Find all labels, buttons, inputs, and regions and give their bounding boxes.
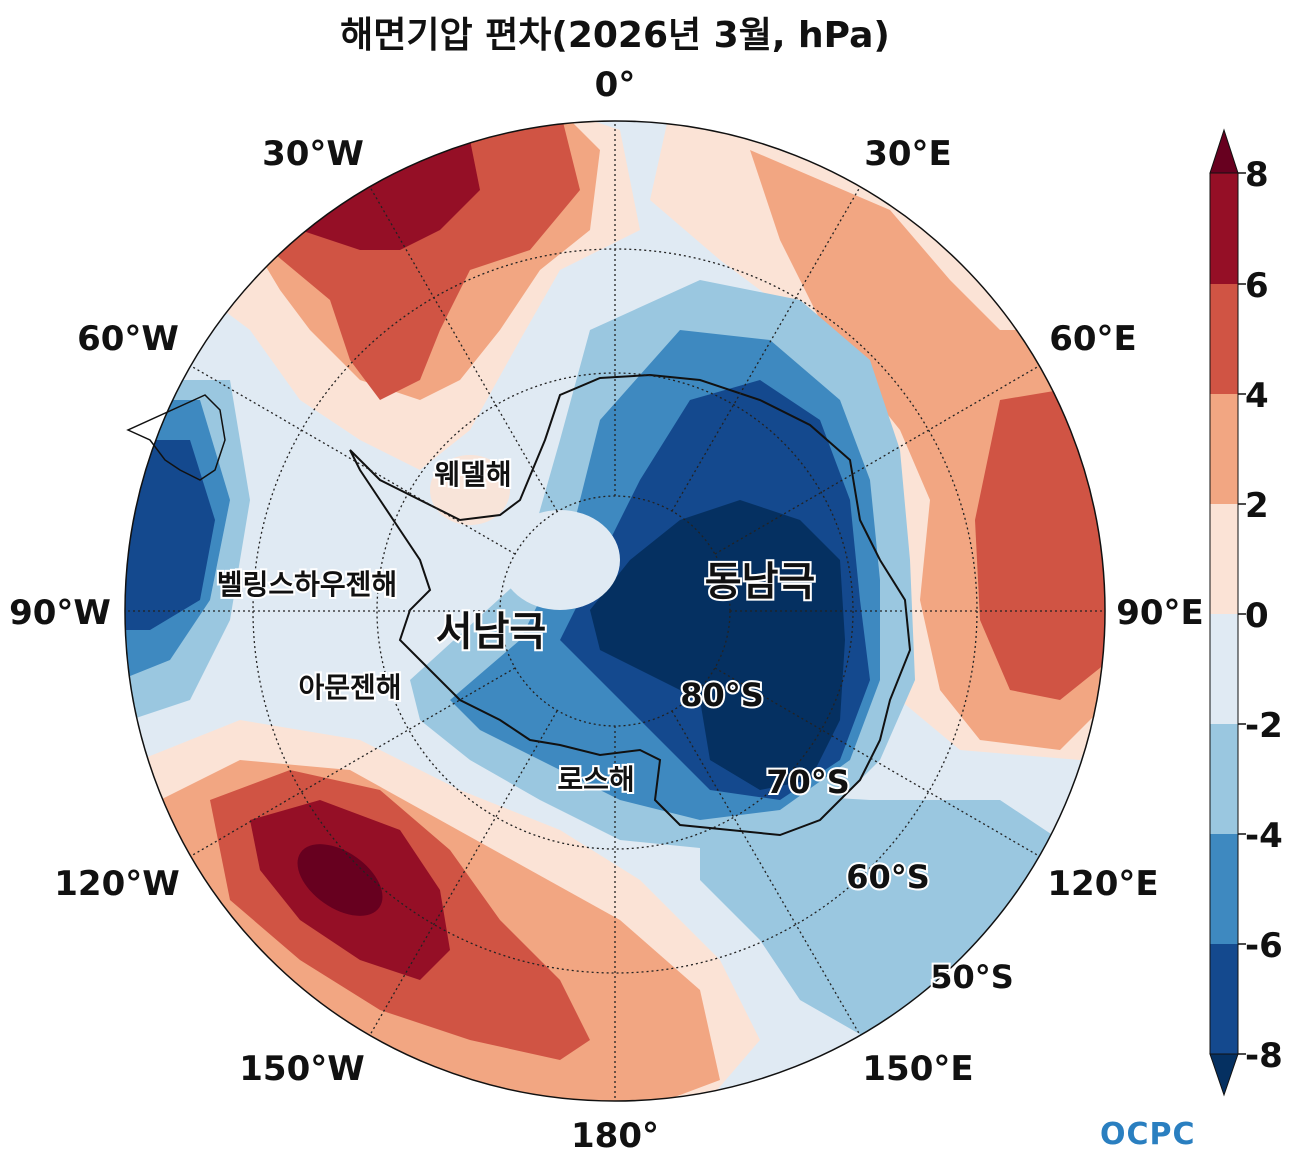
lat-label-70s: 70°S (766, 763, 850, 801)
colorbar-extend-min (1209, 1053, 1239, 1097)
lon-label-30e: 30°E (864, 134, 952, 174)
colorbar-tick: 6 (1245, 266, 1269, 306)
label-bellingshausen-sea: 벨링스하우젠해 (217, 568, 397, 601)
colorbar: 8 6 4 2 0 -2 -4 -6 -8 (1209, 128, 1283, 1097)
anomaly-pacific-pos10 (297, 844, 383, 916)
label-west-antarctica: 서남극 (436, 609, 546, 655)
lon-label-0: 0° (595, 65, 636, 105)
colorbar-bin-2-4 (1210, 394, 1238, 504)
anomaly-pole-light (500, 510, 620, 610)
lon-label-60e: 60°E (1049, 319, 1137, 359)
label-east-antarctica: 동남극 (705, 559, 815, 605)
map-boundary (124, 120, 1106, 1102)
colorbar-bin-4-6 (1210, 284, 1238, 394)
lat-label-50s: 50°S (930, 958, 1014, 996)
colorbar-tick: -6 (1245, 926, 1283, 966)
lon-label-90e: 90°E (1116, 593, 1204, 633)
anomaly-atlantic-pos6 (270, 121, 580, 400)
anomaly-west-neg6 (125, 440, 215, 630)
map-title: 해면기압 편차(2026년 3월, hPa) (340, 15, 890, 56)
lon-label-90w: 90°W (9, 593, 111, 633)
colorbar-tick: 8 (1245, 155, 1269, 195)
anomaly-atlantic-pos8 (300, 140, 480, 250)
colorbar-bin-m6-m4 (1210, 834, 1238, 944)
label-ross-sea: 로스해 (557, 763, 634, 796)
colorbar-tick: 0 (1245, 596, 1269, 636)
colorbar-bin-m2-0 (1210, 614, 1238, 724)
lon-label-120w: 120°W (54, 864, 179, 904)
lon-label-30w: 30°W (262, 134, 364, 174)
colorbar-bin-6-8 (1210, 173, 1238, 284)
anomaly-antarctic-neg8 (590, 500, 845, 790)
lon-label-180: 180° (571, 1116, 659, 1156)
colorbar-tick: 4 (1245, 376, 1269, 416)
colorbar-tick: -2 (1245, 706, 1283, 746)
longitude-gridlines (125, 121, 1105, 1101)
colorbar-bin-m8-m6 (1210, 944, 1238, 1054)
lat-label-60s: 60°S (846, 858, 930, 896)
colorbar-bin-m4-m2 (1210, 724, 1238, 834)
colorbar-tick: -4 (1245, 816, 1283, 856)
lat-label-80s: 80°S (680, 676, 764, 714)
antarctica-coastline (349, 373, 912, 837)
label-weddell-sea: 웨델해 (434, 458, 511, 491)
colorbar-tick: 2 (1245, 486, 1269, 526)
lon-label-60w: 60°W (77, 319, 179, 359)
anomaly-indian-pos6 (975, 390, 1105, 700)
lon-label-150e: 150°E (862, 1049, 973, 1089)
lon-label-150w: 150°W (239, 1049, 364, 1089)
colorbar-tick: -8 (1245, 1036, 1283, 1076)
anomaly-weddell-light (430, 455, 510, 525)
label-amundsen-sea: 아문젠해 (298, 671, 401, 704)
lon-label-120e: 120°E (1047, 864, 1158, 904)
ocpc-logo: OCPC (1100, 1117, 1196, 1152)
colorbar-extend-max (1209, 128, 1239, 174)
south-america-coastline (126, 394, 226, 481)
colorbar-bin-0-2 (1210, 504, 1238, 614)
